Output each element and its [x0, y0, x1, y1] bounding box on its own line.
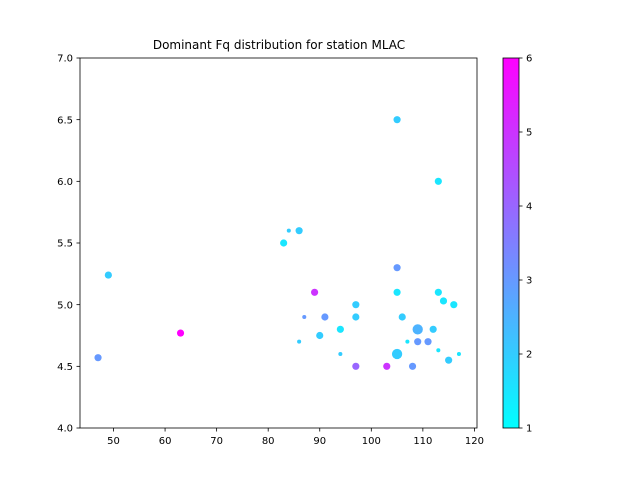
data-point — [450, 301, 458, 309]
data-point — [352, 301, 360, 309]
y-tick-label: 5.0 — [57, 300, 73, 311]
data-point — [297, 339, 302, 344]
chart-title: Dominant Fq distribution for station MLA… — [153, 38, 405, 52]
data-point — [434, 177, 442, 185]
y-tick-label: 7.0 — [57, 54, 73, 65]
data-point — [424, 338, 432, 346]
data-point — [434, 288, 442, 296]
x-tick-label: 80 — [262, 436, 275, 447]
y-tick-label: 6.5 — [57, 115, 73, 126]
data-point — [393, 116, 401, 124]
data-point — [311, 288, 319, 296]
data-point — [439, 297, 448, 305]
data-point — [94, 354, 102, 362]
data-point — [393, 264, 401, 272]
data-point — [429, 325, 437, 333]
data-point — [383, 362, 391, 370]
y-tick-label: 4.0 — [57, 424, 73, 435]
data-point — [321, 313, 329, 321]
data-point — [456, 351, 461, 357]
colorbar-tick-label: 3 — [526, 276, 532, 287]
data-point — [398, 313, 406, 321]
x-tick-label: 100 — [362, 436, 381, 447]
y-tick-label: 4.5 — [57, 362, 73, 373]
data-point — [336, 325, 344, 333]
colorbar-tick-label: 5 — [526, 128, 532, 139]
x-tick-label: 90 — [313, 436, 326, 447]
y-tick-label: 6.0 — [57, 177, 73, 188]
data-point — [295, 227, 303, 235]
y-tick-label: 5.5 — [57, 239, 73, 250]
x-tick-label: 70 — [210, 436, 223, 447]
data-point — [316, 331, 324, 340]
colorbar-tick-label: 6 — [526, 54, 532, 65]
data-point — [408, 362, 417, 370]
data-point — [412, 324, 423, 335]
x-tick-label: 60 — [159, 436, 172, 447]
data-point — [104, 271, 112, 279]
data-point — [436, 348, 441, 353]
data-point — [286, 228, 291, 233]
data-point — [393, 288, 401, 296]
colorbar-gradient — [502, 57, 520, 429]
data-point — [176, 329, 185, 337]
plot-frame — [79, 57, 478, 429]
data-point — [352, 362, 360, 370]
x-tick-label: 110 — [413, 436, 432, 447]
data-point — [405, 339, 410, 344]
colorbar-tick-label: 4 — [526, 202, 532, 213]
data-point — [391, 348, 403, 360]
colorbar-tick-label: 2 — [526, 350, 532, 361]
colorbar-tick-label: 1 — [526, 424, 532, 435]
axes-layer: 50 60 70 80 90 100 110 120 4.0 4.5 5.0 5.5 6.0 6.5 7.0 — [57, 54, 484, 447]
colorbar: 1 2 3 4 5 6 — [502, 54, 532, 435]
data-point — [338, 351, 343, 357]
data-point — [414, 338, 422, 346]
x-tick-label: 120 — [465, 436, 484, 447]
data-point — [302, 314, 307, 320]
x-tick-label: 50 — [107, 436, 120, 447]
data-point — [445, 356, 453, 364]
data-point — [352, 313, 360, 321]
data-point — [280, 239, 288, 247]
points-layer — [94, 116, 461, 370]
